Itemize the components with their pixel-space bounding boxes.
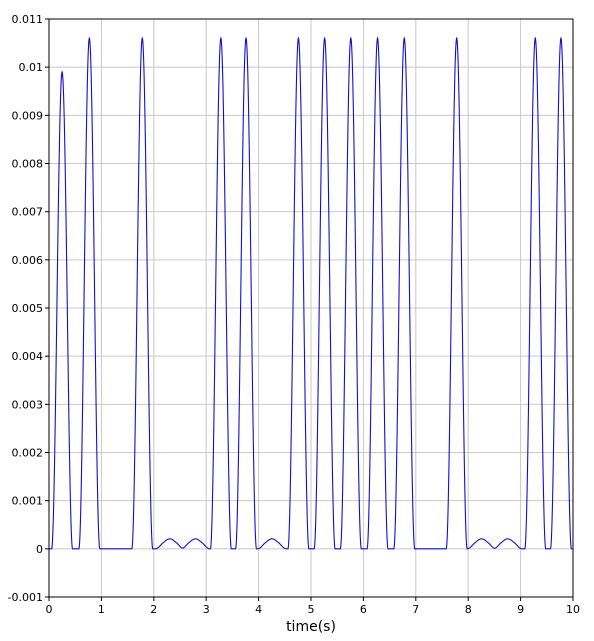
y-tick-label: -0.001	[8, 591, 43, 604]
x-tick-label: 7	[412, 603, 419, 616]
x-tick-label: 0	[46, 603, 53, 616]
x-tick-label: 4	[255, 603, 262, 616]
y-tick-label: 0.011	[12, 13, 44, 26]
y-tick-label: 0.01	[19, 61, 44, 74]
y-tick-label: 0.001	[12, 495, 44, 508]
y-axis: -0.001 0 0.001 0.002 0.003 0.004 0.005 0.006 0.0…	[8, 13, 49, 604]
y-tick-label: 0.008	[12, 158, 44, 171]
y-tick-label: 0.006	[12, 254, 44, 267]
y-tick-label: 0	[36, 543, 43, 556]
x-axis-title: time(s)	[286, 619, 336, 635]
x-tick-label: 10	[566, 603, 580, 616]
series-line	[49, 36, 573, 550]
y-tick-label: 0.007	[12, 206, 44, 219]
x-axis: 0 1 2 3 4 5 6 7 8 9 10	[46, 597, 580, 616]
x-tick-label: 2	[150, 603, 157, 616]
grid-lines	[48, 18, 574, 598]
y-tick-label: 0.002	[12, 447, 44, 460]
x-tick-label: 8	[465, 603, 472, 616]
y-tick-label: 0.003	[12, 398, 44, 411]
x-tick-label: 3	[203, 603, 210, 616]
x-tick-label: 9	[517, 603, 524, 616]
y-tick-label: 0.005	[12, 302, 44, 315]
x-tick-label: 5	[308, 603, 315, 616]
y-tick-label: 0.004	[12, 350, 44, 363]
y-tick-label: 0.009	[12, 109, 44, 122]
x-tick-label: 6	[360, 603, 367, 616]
x-tick-label: 1	[98, 603, 105, 616]
